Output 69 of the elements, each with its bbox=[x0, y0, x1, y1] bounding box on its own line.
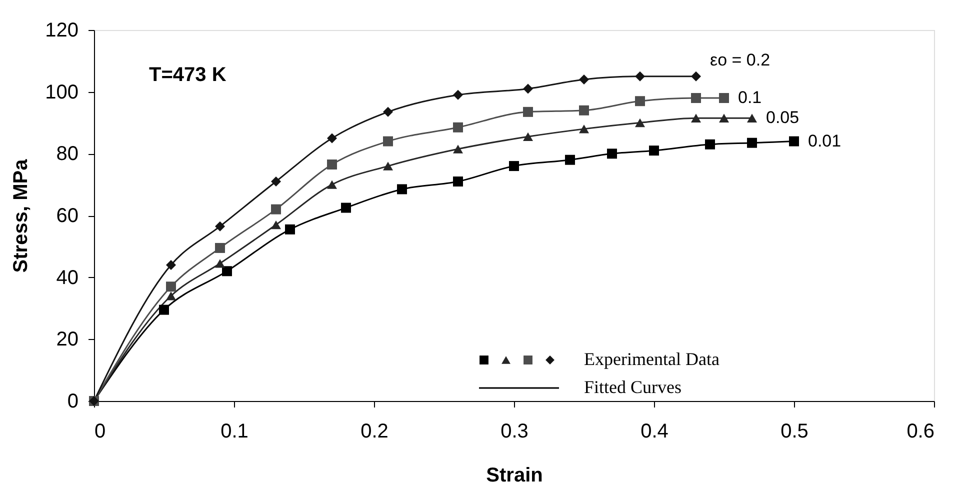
point bbox=[271, 220, 281, 230]
point bbox=[166, 260, 176, 270]
y-tick-label: 40 bbox=[56, 266, 78, 289]
point bbox=[719, 93, 729, 104]
point bbox=[579, 105, 589, 116]
point bbox=[327, 180, 337, 189]
point bbox=[285, 224, 295, 234]
point bbox=[705, 139, 715, 150]
point bbox=[453, 176, 463, 186]
x-tick-label: 0.6 bbox=[906, 420, 934, 442]
x-tick-label: 0.1 bbox=[220, 420, 248, 442]
point bbox=[635, 96, 645, 106]
point bbox=[215, 242, 225, 253]
y-tick-label: 0 bbox=[67, 390, 78, 412]
x-tick-label: 0.5 bbox=[780, 420, 808, 442]
y-tick-label: 20 bbox=[56, 328, 78, 351]
point bbox=[383, 106, 393, 117]
point bbox=[215, 259, 225, 268]
point bbox=[607, 148, 617, 159]
y-tick-label: 80 bbox=[56, 143, 78, 166]
x-tick-label: 0.2 bbox=[360, 420, 388, 442]
point bbox=[523, 106, 533, 117]
point bbox=[341, 202, 351, 213]
point bbox=[719, 114, 729, 122]
point bbox=[383, 162, 393, 170]
y-tick-label: 100 bbox=[45, 81, 78, 104]
point bbox=[222, 266, 232, 276]
point bbox=[166, 282, 176, 292]
point bbox=[789, 136, 799, 146]
point bbox=[383, 136, 393, 146]
x-axis-title: Strain bbox=[486, 464, 543, 486]
point bbox=[327, 133, 337, 144]
point bbox=[453, 122, 463, 132]
series-label: 0.01 bbox=[808, 131, 842, 150]
point bbox=[453, 90, 463, 100]
annotation: T=473 K bbox=[149, 64, 227, 86]
point bbox=[747, 138, 757, 148]
series-label: 0.05 bbox=[766, 108, 800, 128]
x-tick-label: 0.3 bbox=[500, 420, 528, 442]
point bbox=[691, 93, 701, 104]
point bbox=[271, 204, 281, 214]
point bbox=[271, 176, 281, 186]
point bbox=[691, 114, 701, 122]
point bbox=[327, 159, 337, 170]
point bbox=[691, 71, 701, 82]
point bbox=[579, 74, 589, 84]
point bbox=[397, 184, 407, 194]
point bbox=[215, 221, 225, 232]
point bbox=[159, 304, 169, 315]
point bbox=[509, 161, 519, 172]
series-label: 0.1 bbox=[738, 88, 762, 108]
point bbox=[747, 114, 757, 122]
point bbox=[635, 118, 645, 128]
point bbox=[635, 71, 645, 82]
x-tick-label: 0.4 bbox=[640, 420, 668, 442]
y-tick-label: 120 bbox=[45, 20, 78, 42]
annotation: Experimental Data bbox=[584, 349, 720, 369]
point bbox=[523, 84, 533, 94]
y-tick-label: 60 bbox=[56, 205, 78, 227]
point bbox=[565, 154, 575, 165]
point bbox=[579, 124, 589, 134]
annotation: Fitted Curves bbox=[584, 377, 682, 397]
point bbox=[453, 144, 463, 154]
point bbox=[649, 146, 659, 156]
point bbox=[523, 132, 533, 141]
series-label: εo = 0.2 bbox=[710, 50, 770, 70]
x-tick-label: 0 bbox=[94, 420, 106, 442]
point bbox=[166, 292, 176, 300]
y-axis-title: Stress, MPa bbox=[10, 158, 32, 273]
